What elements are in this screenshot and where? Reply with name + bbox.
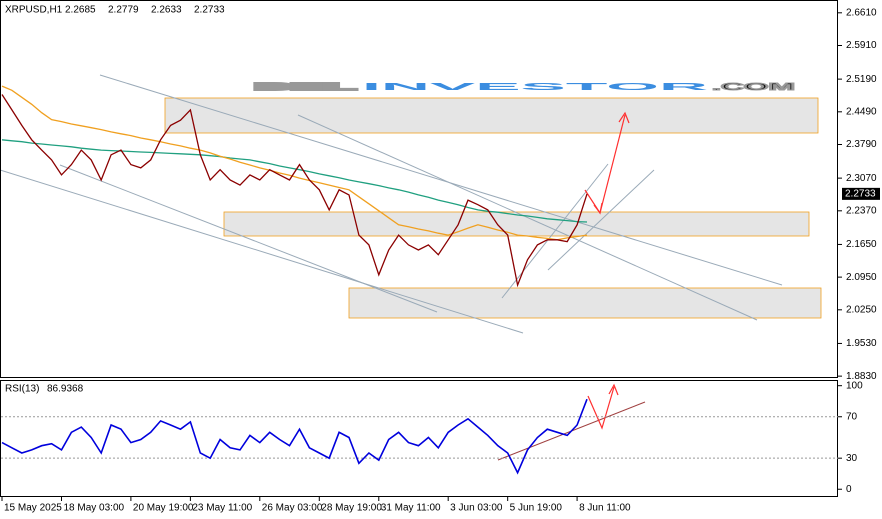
y-tick-label: 1.8830 xyxy=(846,371,877,382)
trend-line xyxy=(297,114,758,321)
y-tick-label: 2.4490 xyxy=(846,106,877,117)
arrow xyxy=(587,386,615,430)
x-tick-label: 31 May 11:00 xyxy=(381,503,441,514)
series-line xyxy=(1,94,588,288)
y-tick-label: 0 xyxy=(846,484,852,495)
y-tick-label: 1.9530 xyxy=(846,338,877,349)
arrows xyxy=(584,111,630,430)
x-tick-label: 3 Jun 03:00 xyxy=(450,503,503,514)
y-tick-label: 2.1650 xyxy=(846,239,877,250)
trend-line xyxy=(0,169,524,334)
y-tick-label: 30 xyxy=(846,453,858,464)
y-tick-label: 2.3070 xyxy=(846,173,877,184)
x-tick-label: 26 May 03:00 xyxy=(262,503,323,514)
symbol: XRPUSD,H1 xyxy=(5,5,63,16)
zone xyxy=(223,211,810,237)
logo: BEL INVESTOR .COM xyxy=(254,81,796,94)
trend-line xyxy=(59,164,438,313)
x-tick-label: 18 May 03:00 xyxy=(63,503,124,514)
rsi-label: RSI(13) xyxy=(5,384,39,395)
ohlc-value: 2.2685 xyxy=(65,5,96,16)
price-tag-label: 2.2733 xyxy=(845,189,876,200)
y-tick-label: 2.5910 xyxy=(846,40,877,51)
y-tick-label: 2.5190 xyxy=(846,74,877,85)
arrowhead xyxy=(618,111,630,124)
trend-line xyxy=(99,74,783,286)
y-tick-label: 2.2370 xyxy=(846,205,877,216)
logo-com: .COM xyxy=(712,82,795,93)
zones xyxy=(164,97,822,319)
x-tick-label: 5 Jun 19:00 xyxy=(510,503,563,514)
logo-investor: INVESTOR xyxy=(362,82,713,93)
y-tick-label: 70 xyxy=(846,411,858,422)
x-tick-label: 28 May 19:00 xyxy=(321,503,382,514)
x-tick-label: 15 May 2025 xyxy=(4,503,62,514)
x-tick-label: 20 May 19:00 xyxy=(133,503,194,514)
price-tag xyxy=(842,187,880,200)
x-tick-label: 23 May 11:00 xyxy=(192,503,252,514)
y-tick-label: 2.0950 xyxy=(846,272,877,283)
y-tick-label: 100 xyxy=(846,380,863,391)
arrowhead xyxy=(608,383,619,396)
ohlc-value: 2.2733 xyxy=(194,5,225,16)
x-tick-label: 8 Jun 11:00 xyxy=(579,503,631,514)
ohlc-value: 2.2633 xyxy=(151,5,182,16)
trend-lines xyxy=(0,74,783,461)
rsi-value: 86.9368 xyxy=(47,384,84,395)
logo-bel: BEL xyxy=(255,82,355,93)
zone xyxy=(348,287,822,319)
series-line xyxy=(1,398,588,475)
zone xyxy=(164,97,819,134)
y-tick-label: 2.3790 xyxy=(846,139,877,150)
price-panel xyxy=(0,0,838,378)
rsi-panel xyxy=(0,380,838,497)
y-tick-label: 2.6610 xyxy=(846,7,877,18)
arrowhead xyxy=(593,202,603,215)
series-line xyxy=(1,85,588,241)
trend-line xyxy=(547,169,655,271)
y-tick-label: 2.0250 xyxy=(846,304,877,315)
trend-line xyxy=(501,163,609,299)
ohlc-value: 2.2779 xyxy=(108,5,139,16)
